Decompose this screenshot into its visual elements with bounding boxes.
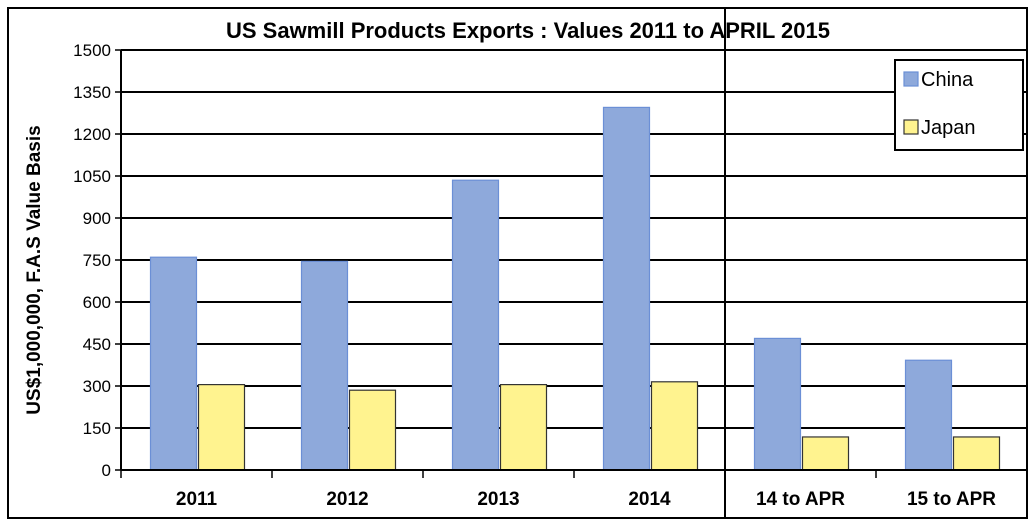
- legend-label-japan: Japan: [921, 117, 976, 139]
- y-tick-label: 0: [102, 461, 111, 480]
- bar-china-3: [602, 106, 651, 471]
- bar-china-2: [451, 179, 500, 471]
- x-category-label: 2013: [477, 489, 519, 510]
- y-tick-label: 450: [83, 335, 111, 354]
- bar-japan-2: [499, 384, 548, 471]
- bar-china-5: [904, 359, 953, 471]
- bar-japan-0: [197, 384, 246, 471]
- bar-japan-1: [348, 389, 397, 471]
- y-axis-label: US$1,000,000, F.A.S Value Basis: [24, 125, 45, 414]
- x-category-label: 14 to APR: [756, 489, 845, 510]
- y-tick-label: 1200: [73, 125, 111, 144]
- bar-japan-4: [801, 436, 850, 471]
- y-tick-label: 300: [83, 377, 111, 396]
- bar-china-1: [300, 260, 349, 471]
- chart-title: US Sawmill Products Exports : Values 201…: [226, 18, 830, 43]
- bar-china-0: [149, 256, 198, 471]
- y-tick-labels: 0 150 300 450 600 750 900 1050 1200 1350 1500: [73, 41, 121, 480]
- bar-china-4: [753, 337, 802, 471]
- x-category-label: 15 to APR: [907, 489, 996, 510]
- legend-swatch-china: [903, 71, 919, 87]
- legend-label-china: China: [921, 69, 974, 91]
- y-tick-label: 600: [83, 293, 111, 312]
- y-tick-label: 750: [83, 251, 111, 270]
- bar-japan-5: [952, 436, 1001, 471]
- legend: China Japan: [894, 59, 1024, 151]
- y-tick-label: 1350: [73, 83, 111, 102]
- y-tick-label: 900: [83, 209, 111, 228]
- y-tick-label: 1500: [73, 41, 111, 60]
- x-category-label: 2012: [326, 489, 368, 510]
- x-category-labels: 2011 2012 2013 2014 14 to APR 15 to APR: [176, 489, 996, 510]
- y-tick-label: 1050: [73, 167, 111, 186]
- gridlines: [121, 49, 1027, 429]
- bar-japan-3: [650, 381, 699, 471]
- x-category-label: 2011: [176, 489, 218, 510]
- x-category-label: 2014: [628, 489, 671, 510]
- y-tick-label: 150: [83, 419, 111, 438]
- legend-swatch-japan: [903, 119, 919, 135]
